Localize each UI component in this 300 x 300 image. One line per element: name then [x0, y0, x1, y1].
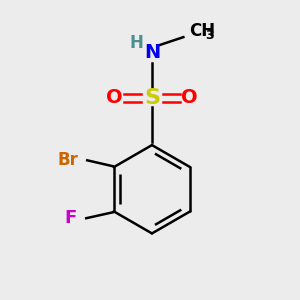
Text: CH: CH: [189, 22, 215, 40]
Text: N: N: [144, 43, 160, 62]
Text: S: S: [144, 88, 160, 108]
Text: F: F: [64, 209, 77, 227]
Text: O: O: [181, 88, 198, 107]
Text: 3: 3: [206, 29, 214, 42]
Text: O: O: [106, 88, 123, 107]
Text: Br: Br: [57, 151, 78, 169]
Text: H: H: [129, 34, 143, 52]
